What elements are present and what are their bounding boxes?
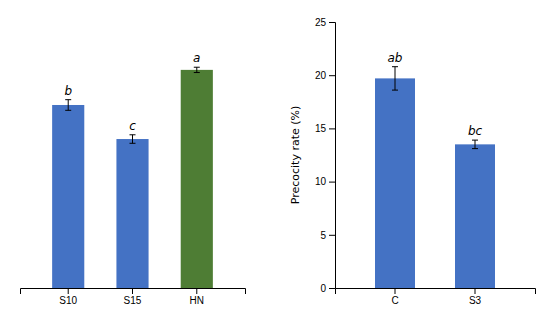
tick: 0 [320,283,335,294]
panel: S10 S15 HN b c a [21,51,246,306]
bar [116,139,148,288]
tick-label: 0 [320,283,326,294]
plot-area [52,67,213,288]
annotation: c [129,119,136,133]
tick-mark [132,288,133,294]
chart: S10S15HNbcaCS30510152025Precocity rate (… [0,0,550,320]
annotation: ab [388,51,403,65]
tick: HN [190,288,204,306]
error-bar [194,67,200,72]
x-axis: S10 S15 HN [21,288,246,306]
bar [181,70,213,288]
tick-label: HN [190,295,204,306]
bar [455,144,495,288]
tick-label: S3 [469,295,482,306]
tick-label: S10 [59,295,77,306]
tick-mark [68,288,69,294]
tick: 20 [315,70,335,81]
tick-label: 25 [315,17,327,28]
tick-label: 5 [320,230,326,241]
error-bar [472,140,478,149]
tick-mark [395,288,396,294]
axis-line [329,23,336,289]
tick-mark [196,288,197,294]
tick-mark [475,288,476,294]
annotation: b [64,84,72,98]
tick-label: 15 [315,123,327,134]
tick: S3 [469,288,482,306]
error-bar [130,135,136,144]
tick: 5 [320,230,335,241]
tick-mark [329,22,335,23]
panel: C S3 0 5 10 15 20 25 Precocity rate (%) ab bc [289,17,536,306]
y-axis: 0 5 10 15 20 25 [315,17,336,294]
axis-line [336,289,536,295]
tick-mark [329,75,335,76]
tick-label: 10 [315,176,327,187]
tick-label: S15 [124,295,142,306]
plot-area [375,67,495,288]
tick: 15 [315,123,335,134]
tick-label: C [391,295,398,306]
error-bar [65,100,71,111]
tick-mark [329,182,335,183]
tick-label: 20 [315,70,327,81]
tick: 10 [315,176,335,187]
tick-mark [329,128,335,129]
tick: S15 [124,288,142,306]
bar [52,105,84,288]
annotation: a [193,51,200,65]
axis-line [21,289,246,295]
bar [375,78,415,288]
annotation: bc [468,124,483,138]
tick-mark [329,235,335,236]
tick: C [391,288,398,306]
tick: 25 [315,17,335,28]
error-bar [392,67,398,90]
x-axis: C S3 [336,288,536,306]
tick-mark [329,288,335,289]
tick: S10 [59,288,77,306]
y-axis-title: Precocity rate (%) [289,106,302,205]
